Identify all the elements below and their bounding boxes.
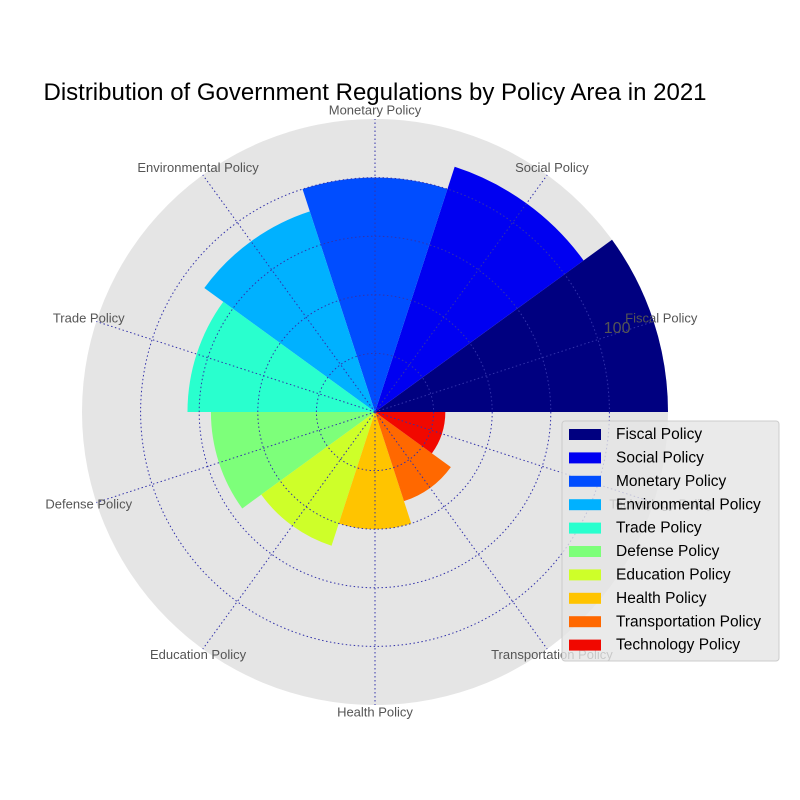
bar-trade-policy xyxy=(187,301,375,412)
grid-circle xyxy=(140,177,610,647)
legend-swatch xyxy=(569,499,601,511)
category-label: Fiscal Policy xyxy=(625,310,698,325)
category-label: Environmental Policy xyxy=(137,160,259,175)
bars-group xyxy=(187,166,668,546)
bar-education-policy xyxy=(261,412,375,546)
bar-transportation-policy xyxy=(375,412,451,502)
legend-swatch xyxy=(569,522,601,534)
legend-swatch xyxy=(569,546,601,557)
radial-tick-label: 100 xyxy=(604,320,631,337)
bar-environmental-policy xyxy=(204,211,375,412)
legend-label: Environmental Policy xyxy=(616,496,761,513)
chart-title: Distribution of Government Regulations b… xyxy=(43,79,706,106)
category-label: Defense Policy xyxy=(45,496,132,511)
bar-defense-policy xyxy=(210,412,375,509)
grid-spoke xyxy=(202,174,376,413)
grid-spoke xyxy=(374,411,548,650)
legend-label: Transportation Policy xyxy=(616,613,761,630)
legend-label: Social Policy xyxy=(616,449,704,466)
bar-health-policy xyxy=(338,412,412,530)
radial-tick-labels: 100 xyxy=(604,320,631,337)
category-label: Monetary Policy xyxy=(329,102,422,117)
legend-label: Defense Policy xyxy=(616,543,720,560)
bar-social-policy xyxy=(375,166,584,412)
legend-swatch xyxy=(569,452,601,464)
bar-technology-policy xyxy=(375,412,446,454)
legend-label: Education Policy xyxy=(616,566,731,583)
grid-circle xyxy=(315,352,435,472)
grid-spoke xyxy=(96,320,376,413)
legend-label: Fiscal Policy xyxy=(616,426,702,443)
legend-swatch xyxy=(569,592,601,604)
legend-swatch xyxy=(569,429,601,440)
grid-spoke xyxy=(96,411,376,504)
legend-label: Monetary Policy xyxy=(616,473,727,490)
legend-label: Technology Policy xyxy=(616,637,740,654)
grid-lines xyxy=(96,119,654,705)
legend-label: Health Policy xyxy=(616,590,707,607)
bar-fiscal-policy xyxy=(375,239,668,412)
grid-spoke xyxy=(374,174,548,413)
legend: Fiscal Policy Social Policy Monetary Polic… xyxy=(561,420,780,662)
legend-swatch xyxy=(569,475,601,487)
category-label: Social Policy xyxy=(515,160,589,175)
category-label: Trade Policy xyxy=(53,310,125,325)
grid-circle xyxy=(198,235,552,589)
grid-spoke xyxy=(202,411,376,650)
legend-box xyxy=(561,420,780,662)
legend-swatch xyxy=(569,616,601,628)
grid-spoke xyxy=(374,320,654,413)
legend-swatch xyxy=(569,569,601,581)
legend-label: Trade Policy xyxy=(616,520,702,537)
category-label: Education Policy xyxy=(150,647,247,662)
category-label: Health Policy xyxy=(337,704,413,719)
legend-swatch xyxy=(569,639,601,651)
